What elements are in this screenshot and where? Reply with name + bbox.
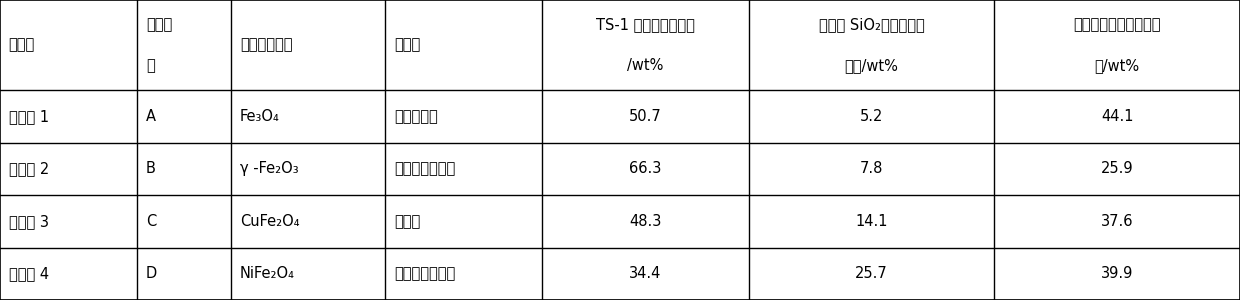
Text: 名: 名: [146, 58, 155, 73]
Text: 实施例 4: 实施例 4: [9, 266, 48, 281]
Text: 25.9: 25.9: [1101, 161, 1133, 176]
Text: 磁性材料在催化剂中比: 磁性材料在催化剂中比: [1074, 17, 1161, 32]
Text: 48.3: 48.3: [629, 214, 662, 229]
Text: Fe₃O₄: Fe₃O₄: [241, 109, 280, 124]
Text: 实施例 3: 实施例 3: [9, 214, 48, 229]
Text: 例/wt%: 例/wt%: [1095, 58, 1140, 73]
Text: 无定型 SiO₂在催化剂中: 无定型 SiO₂在催化剂中: [818, 17, 924, 32]
Text: /wt%: /wt%: [627, 58, 663, 73]
Text: 7.8: 7.8: [859, 161, 883, 176]
Text: 催化剂: 催化剂: [146, 17, 172, 32]
Text: 44.1: 44.1: [1101, 109, 1133, 124]
Text: 5.2: 5.2: [859, 109, 883, 124]
Text: 磁性材料种类: 磁性材料种类: [241, 38, 293, 52]
Text: C: C: [146, 214, 156, 229]
Text: 致孔剂: 致孔剂: [394, 38, 420, 52]
Text: 66.3: 66.3: [629, 161, 662, 176]
Text: B: B: [146, 161, 156, 176]
Text: 34.4: 34.4: [629, 266, 662, 281]
Text: 39.9: 39.9: [1101, 266, 1133, 281]
Text: 田菁粉: 田菁粉: [394, 214, 420, 229]
Text: 聚甲基丙烯酸酯: 聚甲基丙烯酸酯: [394, 161, 455, 176]
Text: 实施例: 实施例: [9, 38, 35, 52]
Text: 37.6: 37.6: [1101, 214, 1133, 229]
Text: γ -Fe₂O₃: γ -Fe₂O₃: [241, 161, 299, 176]
Text: A: A: [146, 109, 156, 124]
Text: 实施例 2: 实施例 2: [9, 161, 48, 176]
Text: 50.7: 50.7: [629, 109, 662, 124]
Text: TS-1 在催化剂中比例: TS-1 在催化剂中比例: [596, 17, 694, 32]
Text: 聚乙烯吡咯烷酮: 聚乙烯吡咯烷酮: [394, 266, 455, 281]
Text: 14.1: 14.1: [856, 214, 888, 229]
Text: D: D: [146, 266, 157, 281]
Text: 25.7: 25.7: [856, 266, 888, 281]
Text: 比例/wt%: 比例/wt%: [844, 58, 899, 73]
Text: NiFe₂O₄: NiFe₂O₄: [241, 266, 295, 281]
Text: CuFe₂O₄: CuFe₂O₄: [241, 214, 299, 229]
Text: 甲基纤维素: 甲基纤维素: [394, 109, 438, 124]
Text: 实施例 1: 实施例 1: [9, 109, 48, 124]
